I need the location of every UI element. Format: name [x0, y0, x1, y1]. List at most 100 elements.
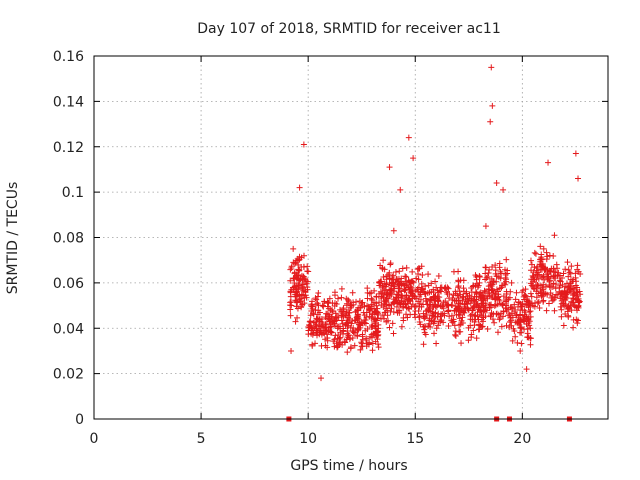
- data-point: [557, 303, 564, 310]
- data-point: [380, 257, 387, 264]
- data-point: [296, 296, 303, 303]
- data-point: [402, 278, 409, 285]
- x-tick-label: 0: [90, 431, 99, 447]
- data-point: [324, 344, 331, 351]
- data-point: [380, 284, 387, 291]
- data-point: [556, 277, 563, 284]
- data-point: [430, 312, 437, 319]
- data-point: [504, 270, 511, 277]
- data-point: [482, 264, 489, 271]
- data-point: [516, 311, 523, 318]
- data-point: [460, 285, 467, 292]
- data-point: [328, 323, 335, 330]
- data-point: [376, 290, 383, 297]
- data-point: [543, 256, 550, 263]
- data-point: [335, 295, 342, 302]
- data-point: [540, 298, 547, 305]
- data-point: [322, 324, 329, 331]
- data-point: [565, 283, 572, 290]
- data-point: [312, 295, 319, 302]
- data-point: [551, 307, 558, 314]
- data-point: [503, 278, 510, 285]
- data-point: [369, 340, 376, 347]
- data-point: [552, 285, 559, 292]
- data-point: [352, 308, 359, 315]
- data-point: [510, 325, 517, 332]
- data-point: [298, 303, 305, 310]
- data-point: [575, 303, 582, 310]
- data-point: [576, 298, 583, 305]
- data-point: [568, 263, 575, 270]
- data-point: [357, 304, 364, 311]
- y-tick-label: 0.12: [53, 140, 84, 156]
- data-point: [406, 305, 413, 312]
- data-point: [497, 268, 504, 275]
- data-point: [316, 322, 323, 329]
- data-point: [416, 300, 423, 307]
- data-point: [508, 279, 515, 286]
- data-point: [573, 296, 580, 303]
- data-point: [364, 302, 371, 309]
- data-point: [414, 266, 421, 273]
- data-point: [560, 270, 567, 277]
- data-point: [491, 319, 498, 326]
- data-point: [520, 314, 527, 321]
- data-point: [461, 301, 468, 308]
- data-point: [309, 298, 316, 305]
- data-point: [425, 271, 432, 278]
- data-point: [451, 308, 458, 315]
- data-point: [524, 296, 531, 303]
- data-point: [357, 346, 364, 353]
- data-point: [432, 278, 439, 285]
- data-point: [429, 301, 436, 308]
- data-point: [493, 180, 500, 187]
- data-point: [350, 328, 357, 335]
- data-point: [476, 279, 483, 286]
- data-point: [426, 289, 433, 296]
- data-point: [422, 314, 429, 321]
- y-tick-label: 0.06: [53, 276, 84, 292]
- data-point: [294, 314, 301, 321]
- data-point: [495, 311, 502, 318]
- data-point: [500, 293, 507, 300]
- data-point: [562, 311, 569, 318]
- data-point: [473, 273, 480, 280]
- data-point: [296, 184, 303, 191]
- data-point: [564, 308, 571, 315]
- data-point: [333, 300, 340, 307]
- data-point: [419, 286, 426, 293]
- data-point: [511, 308, 518, 315]
- data-point: [366, 306, 373, 313]
- data-point: [529, 272, 536, 279]
- data-point: [520, 287, 527, 294]
- data-point: [420, 323, 427, 330]
- data-point: [294, 291, 301, 298]
- data-point: [445, 307, 452, 314]
- data-point: [353, 314, 360, 321]
- data-point: [492, 296, 499, 303]
- data-point: [491, 302, 498, 309]
- data-point: [346, 336, 353, 343]
- data-point: [540, 281, 547, 288]
- data-point: [482, 223, 489, 230]
- data-point: [349, 289, 356, 296]
- data-point: [300, 292, 307, 299]
- data-point: [415, 284, 422, 291]
- data-point: [321, 298, 328, 305]
- data-point: [482, 288, 489, 295]
- data-point: [527, 325, 534, 332]
- data-point: [574, 262, 581, 269]
- data-point: [432, 303, 439, 310]
- data-point: [522, 292, 529, 299]
- data-point: [314, 316, 321, 323]
- data-point: [343, 319, 350, 326]
- data-point: [325, 326, 332, 333]
- data-point: [344, 349, 351, 356]
- data-point: [508, 304, 515, 311]
- x-tick-label: 5: [197, 431, 206, 447]
- data-point: [568, 307, 575, 314]
- data-point: [302, 288, 309, 295]
- data-point: [496, 316, 503, 323]
- data-point: [402, 301, 409, 308]
- data-point: [565, 273, 572, 280]
